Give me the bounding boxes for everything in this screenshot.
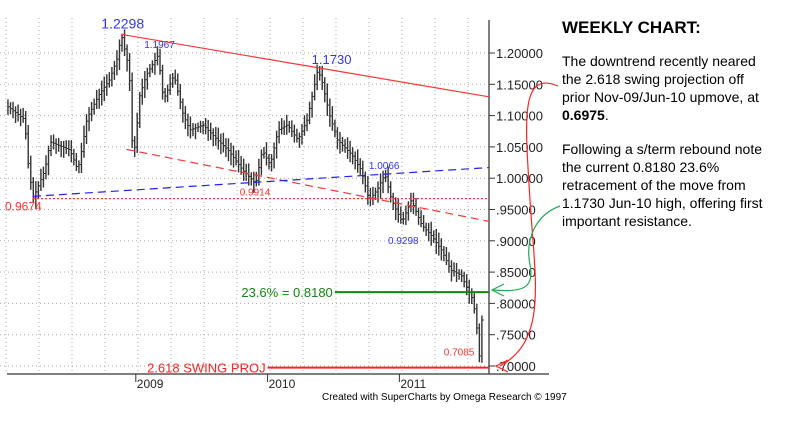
text-line: The downtrend recently neared [562, 53, 756, 69]
y-tick-label: .70000 [496, 359, 536, 374]
y-tick-label: .85000 [496, 265, 536, 280]
arrowhead-red [494, 359, 509, 373]
price-label: 0.9298 [388, 236, 419, 247]
y-tick-label: 1.10000 [496, 109, 543, 124]
y-tick-label: .90000 [496, 234, 536, 249]
text-line: prior Nov-09/Jun-10 upmove, at [562, 89, 759, 105]
commentary-heading: WEEKLY CHART: [562, 18, 701, 37]
y-tick-label: 1.15000 [496, 77, 543, 92]
x-tick-label: 2011 [400, 377, 426, 391]
price-label: 0.9914 [240, 188, 271, 199]
price-label: 1.1967 [144, 40, 175, 51]
commentary-paragraph-1: The downtrend recently neared the 2.618 … [562, 52, 792, 124]
price-label: 0.9674 [5, 200, 42, 214]
text-line: the current 0.8180 23.6% [562, 159, 720, 175]
chart-credit: Created with SuperCharts by Omega Resear… [322, 392, 567, 403]
y-tick-label: 1.00000 [496, 171, 543, 186]
annotation-arrow-red [499, 82, 559, 367]
projection-value: 0.6975 [562, 107, 605, 123]
y-tick-label: 1.05000 [496, 140, 543, 155]
annotation-arrow-green [492, 205, 561, 292]
y-tick-label: .80000 [496, 296, 536, 311]
price-label: 1.1730 [312, 52, 352, 67]
level-label: 2.618 SWING PROJ [147, 361, 265, 376]
text-line: retracement of the move from [562, 177, 746, 193]
arrowhead-green [490, 283, 505, 297]
x-tick-label: 2010 [269, 377, 296, 391]
commentary-panel: WEEKLY CHART: The downtrend recently nea… [562, 18, 792, 246]
y-tick-label: .95000 [496, 203, 536, 218]
level-label: 23.6% = 0.8180 [241, 285, 332, 300]
trendline-dashed [32, 166, 490, 197]
text-line: Following a s/term rebound note [562, 141, 762, 157]
trendline-solid [121, 33, 490, 98]
text-line: important resistance. [562, 213, 692, 229]
period: . [604, 107, 609, 123]
commentary-paragraph-2: Following a s/term rebound note the curr… [562, 140, 792, 230]
y-tick-label: 1.20000 [496, 46, 543, 61]
text-line: the 2.618 swing projection off [562, 71, 744, 87]
price-label: 1.0066 [369, 161, 400, 172]
price-label: 1.2298 [101, 15, 144, 31]
price-label: 0.7085 [444, 348, 475, 359]
trendline-dashed [126, 148, 490, 222]
x-tick-label: 2009 [137, 377, 164, 391]
text-line: 1.1730 Jun-10 high, offering first [562, 195, 763, 211]
text-line: 0.6975. [562, 106, 792, 124]
